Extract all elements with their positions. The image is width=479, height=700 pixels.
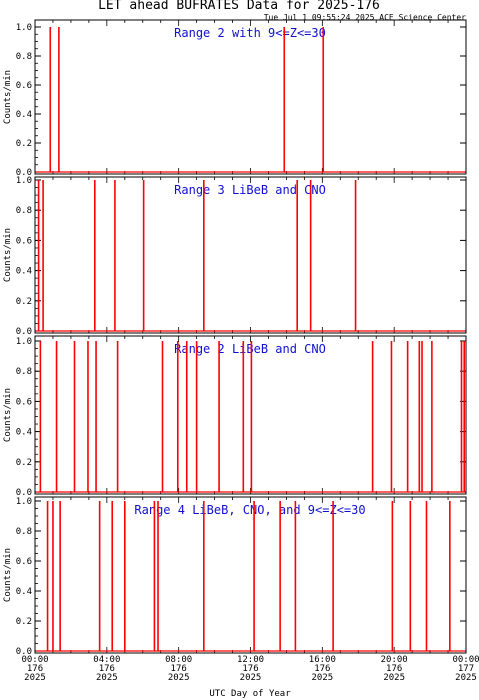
- panel-3: 0.0 0.2 0.4 0.6 0.8 1.0 Counts/min Range 2 LiBe…: [3, 335, 467, 498]
- x-tick-label-doy: 176: [27, 664, 43, 674]
- y-axis-label: Counts/min: [3, 70, 13, 124]
- y-tick-label: 0.6: [16, 557, 32, 567]
- panel-4: 0.0 0.2 0.4 0.6 0.8 1.0 Counts/min Range 4 LiBe…: [3, 496, 467, 657]
- y-tick-label: 0.6: [16, 236, 32, 246]
- panel-frame: [34, 19, 467, 175]
- y-tick-label: 0.8: [16, 527, 32, 537]
- y-axis-label: Counts/min: [3, 228, 13, 282]
- x-tick-label-year: 2025: [455, 673, 477, 683]
- panel-frame: [34, 176, 467, 334]
- y-tick-label: 0.6: [16, 81, 32, 91]
- x-tick-label-year: 2025: [311, 673, 333, 683]
- x-tick-label-time: 00:00: [452, 655, 479, 665]
- x-tick-label-doy: 176: [386, 664, 402, 674]
- panels-group: 0.0 0.2 0.4 0.6 0.8 1.0 Counts/min Range 2 with…: [3, 19, 467, 657]
- y-tick-label: 0.2: [16, 297, 32, 307]
- y-tick-label: 0.4: [16, 587, 32, 597]
- x-tick-label-time: 16:00: [309, 655, 336, 665]
- chart-title: LET ahead BUFRATES Data for 2025-176: [98, 0, 380, 13]
- x-tick-label-doy: 176: [99, 664, 115, 674]
- y-tick-label: 0.8: [16, 52, 32, 62]
- panel-label: Range 3 LiBeB and CNO: [174, 183, 326, 197]
- y-tick-label: 0.4: [16, 110, 32, 120]
- y-tick-label: 0.4: [16, 428, 32, 438]
- y-tick-label: 0.2: [16, 458, 32, 468]
- x-tick-label-doy: 176: [171, 664, 187, 674]
- y-axis-label: Counts/min: [3, 388, 13, 442]
- y-tick-label: 0.6: [16, 397, 32, 407]
- y-tick-label: 0.2: [16, 617, 32, 627]
- timestamp-text: Tue Jul 1 09:55:24 2025 ACE Science Cent…: [264, 13, 466, 22]
- panel-label: Range 4 LiBeB, CNO, and 9<=Z<=30: [134, 503, 365, 517]
- y-tick-label: 0.0: [16, 168, 32, 178]
- x-tick-label-doy: 176: [242, 664, 258, 674]
- y-tick-label: 0.4: [16, 267, 32, 277]
- x-tick-label-year: 2025: [240, 673, 262, 683]
- y-axis-label: Counts/min: [3, 548, 13, 602]
- y-tick-label: 0.0: [16, 647, 32, 657]
- y-tick-label: 1.0: [16, 23, 32, 33]
- x-tick-label-doy: 177: [458, 664, 474, 674]
- x-tick-label-doy: 176: [314, 664, 330, 674]
- panel-label: Range 2 LiBeB and CNO: [174, 342, 326, 356]
- x-tick-label-year: 2025: [168, 673, 190, 683]
- x-tick-label-time: 00:00: [21, 655, 48, 665]
- y-tick-label: 0.0: [16, 488, 32, 498]
- x-tick-label-time: 20:00: [381, 655, 408, 665]
- y-tick-label: 1.0: [16, 337, 32, 347]
- panel-1: 0.0 0.2 0.4 0.6 0.8 1.0 Counts/min Range 2 with…: [3, 19, 467, 178]
- x-tick-label-time: 08:00: [165, 655, 192, 665]
- y-tick-label: 1.0: [16, 176, 32, 186]
- y-tick-label: 0.8: [16, 367, 32, 377]
- x-tick-label-year: 2025: [383, 673, 405, 683]
- y-tick-label: 0.2: [16, 139, 32, 149]
- y-tick-label: 0.8: [16, 206, 32, 216]
- y-tick-label: 0.0: [16, 327, 32, 337]
- x-tick-label-time: 12:00: [237, 655, 264, 665]
- x-tick-label-time: 04:00: [93, 655, 120, 665]
- x-axis-label: UTC Day of Year: [209, 689, 291, 699]
- x-axis: 00:00176202504:00176202508:00176202512:0…: [21, 655, 479, 683]
- panel-label: Range 2 with 9<=Z<=30: [174, 26, 326, 40]
- y-tick-label: 1.0: [16, 497, 32, 507]
- panel-2: 0.0 0.2 0.4 0.6 0.8 1.0 Counts/min Range 3 LiBe…: [3, 176, 467, 337]
- panel-frame: [34, 335, 467, 495]
- x-tick-label-year: 2025: [24, 673, 46, 683]
- x-tick-label-year: 2025: [96, 673, 118, 683]
